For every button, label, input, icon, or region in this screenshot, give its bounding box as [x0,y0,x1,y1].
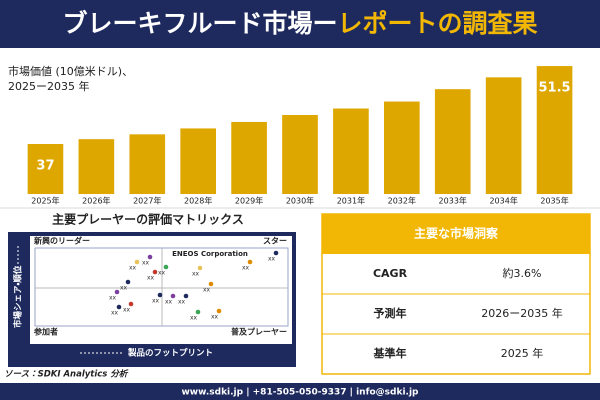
bar [129,134,166,194]
player-dot [157,292,163,298]
player-label: xx [142,260,150,267]
footer-bar [0,383,600,400]
header-title: ブレーキフルード市場ーレポートの調査果 [62,9,537,38]
player-dot [147,254,153,260]
bar [434,89,471,194]
quadrant-label: 普及プレーヤー [231,327,287,337]
player-label: xx [178,299,186,306]
x-tick-label: 2026年 [82,196,110,206]
insight-value: 2026ー2035 年 [481,306,563,320]
matrix-title: 主要プレーヤーの評価マトリックス [52,212,244,227]
y-axis-label: 市場シェア・順位 [13,265,24,328]
title-main: ブレーキフルード市場ー [62,9,337,38]
player-dot [152,269,158,275]
x-tick-label: 2030年 [286,196,314,206]
quadrant-label: 参加者 [33,327,58,337]
x-tick-label: 2035年 [540,196,568,206]
highlight-label: ENEOS Corporation [172,250,248,258]
bar [333,108,369,194]
player-dot [197,265,203,271]
insight-value: 約3.6% [503,266,542,280]
player-label: xx [192,271,200,278]
title-accent: レポートの調査果 [338,9,538,38]
player-dot [134,259,140,265]
player-label: xx [109,295,117,302]
insights-title: 主要な市場洞察 [414,226,498,241]
player-dot [183,293,189,299]
insight-value: 2025 年 [501,346,544,360]
insights-header [322,214,590,254]
quadrant-label: 新興のリーダー [33,236,90,246]
player-label: xx [211,314,219,321]
player-dot [247,259,253,265]
player-label: xx [242,265,250,272]
bar [78,139,115,194]
player-dot [170,293,176,299]
x-tick-label: 2031年 [337,196,365,206]
x-tick-label: 2032年 [388,196,416,206]
header-bar [0,0,600,48]
player-label: xx [158,270,166,277]
player-dot [273,250,279,256]
bar [384,101,420,194]
bar [231,121,267,194]
x-tick-label: 2027年 [133,196,161,206]
player-label: xx [129,265,137,272]
player-label: xx [190,315,198,322]
bar [485,77,522,194]
player-dot [216,308,222,314]
x-tick-label: 2034年 [489,196,517,206]
bar [180,128,216,194]
chart-subtitle: 2025ー2035 年 [8,79,90,93]
value-label: 37 [36,159,54,174]
player-dot [163,264,169,270]
bar [536,66,573,194]
insight-key: CAGR [373,267,408,280]
player-label: xx [203,287,211,294]
quadrant-box [34,247,289,327]
x-tick-label: 2025年 [31,196,59,206]
player-dot [195,309,201,315]
player-label: xx [120,285,128,292]
insight-key: 予測年 [374,306,407,320]
player-label: xx [152,298,160,305]
bar [27,144,64,194]
x-tick-label: 2028年 [184,196,212,206]
insight-key: 基準年 [373,346,407,360]
player-label: xx [111,310,119,317]
player-label: xx [268,256,276,263]
x-tick-label: 2029年 [235,196,263,206]
bar [282,114,318,194]
x-axis-label: 製品のフットプリント [127,348,213,359]
player-label: xx [147,275,155,282]
source: ソース：SDKI Analytics 分析 [4,369,129,380]
player-label: xx [165,299,173,306]
value-label: 51.5 [539,81,571,96]
x-tick-label: 2033年 [439,196,467,206]
player-label: xx [123,307,131,314]
player-dot [125,279,131,285]
chart-subtitle: 市場価値 (10億米ドル)、 [8,65,133,78]
player-dot [116,304,122,310]
player-dot [208,281,214,287]
quadrant-label: スター [263,236,287,246]
player-dot [128,301,134,307]
player-dot [114,289,120,295]
footer: www.sdki.jp | +81-505-050-9337 | info@sd… [181,388,419,398]
